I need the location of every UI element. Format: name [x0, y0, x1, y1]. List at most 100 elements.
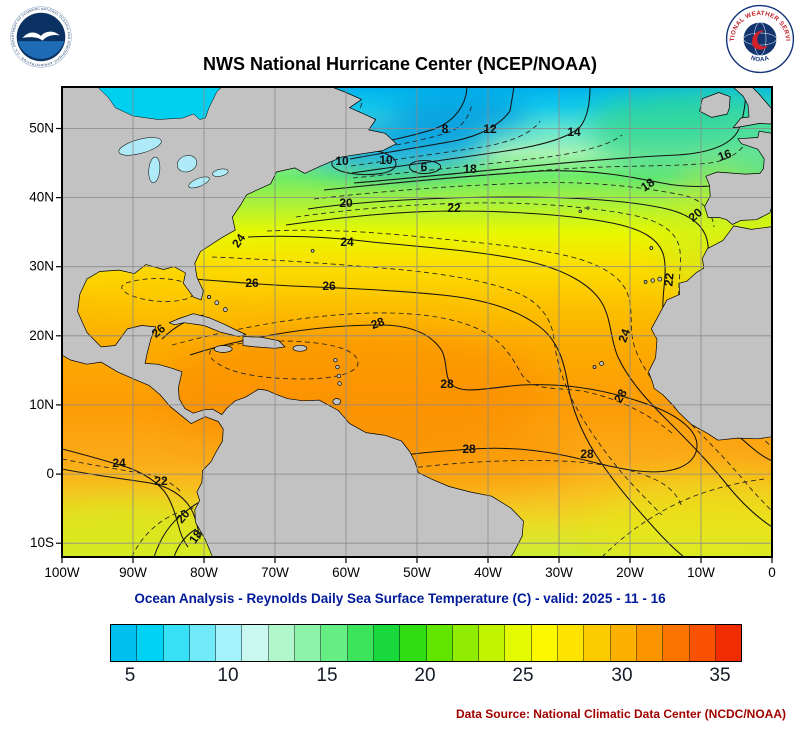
- lon-label: 10W: [687, 565, 715, 580]
- colorbar-cell: [426, 625, 453, 661]
- colorbar-cell: [347, 625, 374, 661]
- colorbar-cell: [689, 625, 716, 661]
- land-hispaniola: [242, 336, 286, 349]
- colorbar-cell: [636, 625, 664, 661]
- inland-water: [96, 86, 229, 189]
- land-france-iberia: [704, 130, 773, 225]
- lat-label: 0: [46, 466, 54, 481]
- contour-labels: 8 12 14 16 10 10 6 18 18 20 22 20 24 24 …: [112, 122, 733, 546]
- land-cape-verde: [599, 361, 604, 366]
- colorbar-cell: [715, 625, 742, 661]
- colorbar-ticks: 5 10 15 20 25 30 35: [110, 665, 740, 691]
- lat-label: 20N: [29, 328, 54, 343]
- colorbar-cell: [111, 625, 138, 661]
- contour-label: 22: [447, 201, 461, 215]
- noaa-gull-icon: [22, 31, 60, 41]
- lon-label: 60W: [332, 565, 360, 580]
- land-trinidad: [332, 398, 342, 405]
- colorbar-cell: [321, 625, 348, 661]
- colorbar-cell: [452, 625, 480, 661]
- colorbar-cell: [505, 625, 532, 661]
- lat-label: 40N: [29, 190, 54, 205]
- page-title: NWS National Hurricane Center (NCEP/NOAA…: [202, 54, 598, 74]
- land-ireland: [699, 92, 731, 118]
- lat-label: 10N: [29, 397, 54, 412]
- land-cuba: [168, 313, 247, 337]
- lon-label: 0: [768, 565, 776, 580]
- lon-label: 100W: [44, 565, 80, 580]
- contour-label: 12: [483, 122, 497, 136]
- graticule: [62, 87, 772, 557]
- lon-label: 70W: [261, 565, 289, 580]
- land-madeira: [649, 246, 654, 250]
- colorbar-tick: 20: [414, 665, 436, 686]
- colorbar-cell: [242, 625, 269, 661]
- hudson-bay: [96, 86, 223, 120]
- lon-axis-labels: 100W 90W 80W 70W 60W 50W 40W 30W 20W 10W…: [44, 565, 775, 580]
- colorbar-cell: [189, 625, 217, 661]
- contour-label: 24: [615, 327, 633, 345]
- noaa-emblem-sea: [17, 41, 65, 59]
- land-jamaica: [213, 345, 233, 353]
- contour-label: 10: [335, 154, 349, 168]
- contour-label: 28: [611, 386, 630, 405]
- colorbar-tick: 10: [217, 665, 239, 686]
- lon-label: 80W: [190, 565, 218, 580]
- land-puerto-rico: [292, 344, 308, 352]
- contour-label: 18: [463, 162, 477, 176]
- contour-label: 20: [339, 196, 353, 210]
- colorbar-cell: [163, 625, 190, 661]
- landmasses: [61, 86, 773, 558]
- noaa-logo: NATIONAL OCEANIC AND ATMOSPHERIC ADMINIS…: [9, 3, 72, 68]
- contour-label: 28: [369, 314, 387, 332]
- contour-label: 22: [154, 474, 168, 488]
- lon-label: 50W: [403, 565, 431, 580]
- lat-label: 30N: [29, 259, 54, 274]
- contour-label: 6: [421, 160, 428, 174]
- lon-label: 30W: [545, 565, 573, 580]
- contour-label: 24: [112, 456, 126, 470]
- lat-label: 50N: [29, 121, 54, 136]
- data-source-text: Data Source: National Climatic Data Cent…: [455, 707, 786, 721]
- land-uk: [732, 86, 773, 129]
- contour-label: 10: [379, 153, 393, 167]
- contour-label: 24: [340, 235, 354, 249]
- colorbar-tick: 15: [316, 665, 338, 686]
- land-americas: [61, 86, 524, 558]
- sst-map: 8 12 14 16 10 10 6 18 18 20 22 20 24 24 …: [29, 86, 776, 580]
- lon-label: 40W: [474, 565, 502, 580]
- colorbar-cell: [295, 625, 322, 661]
- land-azores: [578, 209, 582, 214]
- nws-hurricane-swirl-icon: [752, 30, 768, 50]
- colorbar-cell: [400, 625, 427, 661]
- colorbar-cell: [584, 625, 611, 661]
- colorbar-cell: [479, 625, 506, 661]
- great-lakes: [118, 137, 229, 189]
- colorbar-tick: 25: [512, 665, 534, 686]
- analysis-caption: Ocean Analysis - Reynolds Daily Sea Surf…: [134, 591, 666, 606]
- noaa-logo-graphic: NATIONAL OCEANIC AND ATMOSPHERIC ADMINIS…: [9, 3, 72, 68]
- land-africa: [648, 225, 773, 441]
- land-bermuda: [310, 248, 315, 253]
- land-canary-islands: [657, 276, 663, 282]
- lon-label: 90W: [119, 565, 147, 580]
- colorbar-cell: [531, 625, 559, 661]
- nws-globe-icon: [743, 22, 777, 56]
- axis-ticks: [56, 127, 773, 563]
- contour-label: 14: [567, 125, 581, 139]
- colorbar: [110, 624, 742, 662]
- colorbar-cells: [111, 625, 742, 661]
- contour-label: 28: [440, 377, 454, 391]
- colorbar-cell: [373, 625, 401, 661]
- colorbar-cell: [610, 625, 637, 661]
- contour-label: 26: [322, 279, 336, 293]
- contour-label: 26: [245, 276, 259, 290]
- contour-label: 16: [716, 146, 734, 164]
- lat-label: 10S: [30, 535, 54, 550]
- colorbar-cell: [216, 625, 243, 661]
- lat-axis-labels: 50N 40N 30N 20N 10N 0 10S: [29, 121, 54, 551]
- colorbar-cell: [137, 625, 164, 661]
- colorbar-tick: 30: [611, 665, 633, 686]
- colorbar-cell: [268, 625, 296, 661]
